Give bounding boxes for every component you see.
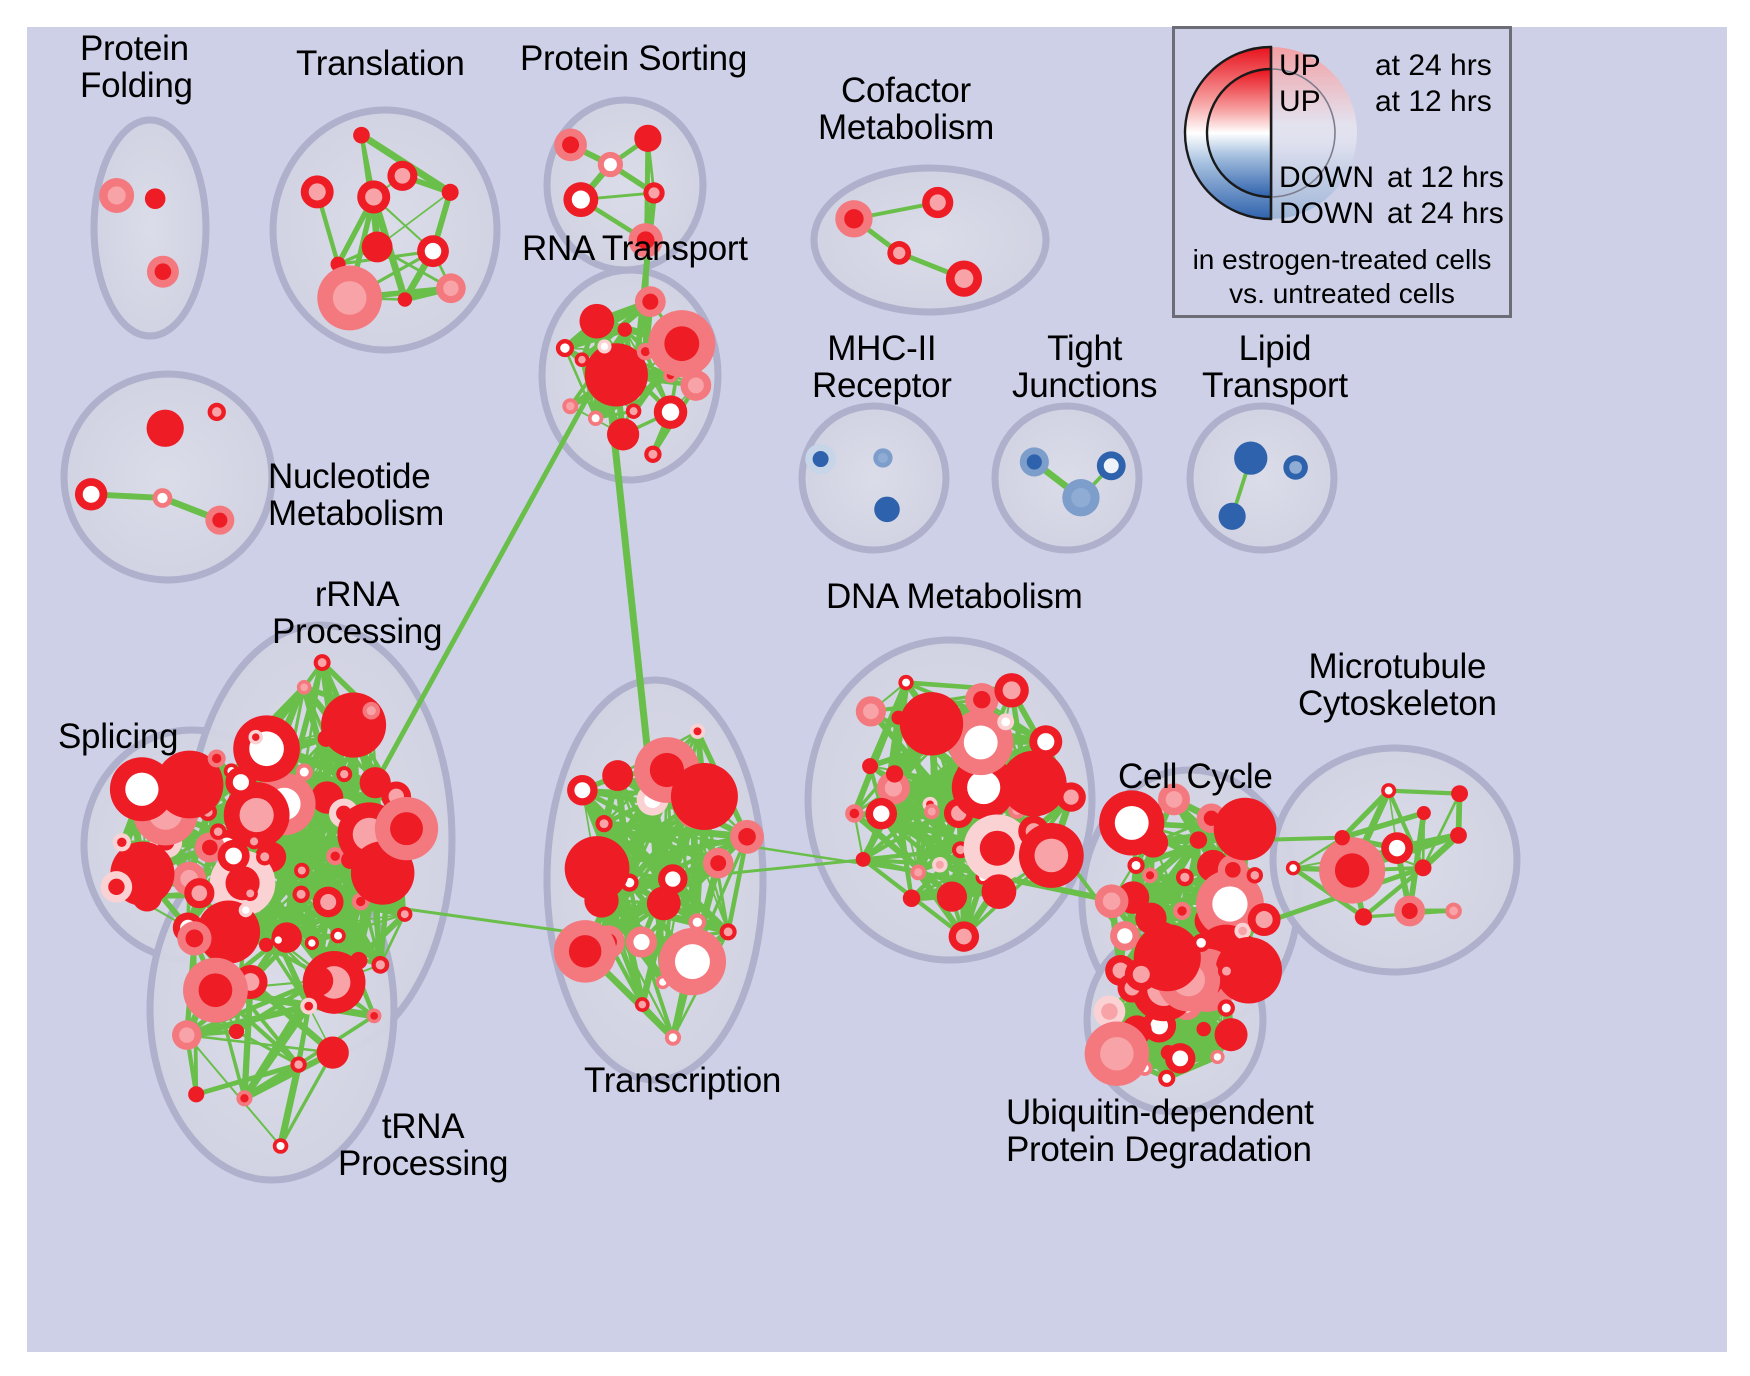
halo-nucleotide-metabolism — [60, 370, 276, 584]
label-dna-metabolism: DNA Metabolism — [826, 577, 1083, 616]
legend-time-down-12: at 12 hrs — [1387, 161, 1504, 194]
label-translation: Translation — [296, 44, 465, 83]
label-transcription: Transcription — [584, 1061, 782, 1100]
label-nucleotide-metabolism: Nucleotide Metabolism — [268, 457, 444, 534]
label-mhc-ii-receptor: MHC-II Receptor — [812, 329, 952, 406]
label-splicing: Splicing — [58, 717, 179, 756]
label-trna-processing: tRNA Processing — [338, 1107, 509, 1184]
label-microtubule-cytoskeleton: Microtubule Cytoskeleton — [1298, 647, 1497, 724]
label-ubiquitin-degradation: Ubiquitin-dependent Protein Degradation — [1006, 1093, 1314, 1170]
label-rna-transport: RNA Transport — [522, 229, 748, 268]
legend-time-up-12: at 12 hrs — [1375, 85, 1492, 118]
label-cell-cycle: Cell Cycle — [1118, 757, 1273, 796]
legend-time-down-24: at 24 hrs — [1387, 197, 1504, 230]
legend-footer-line-1: in estrogen-treated cells — [1192, 244, 1492, 275]
halo-cofactor-metabolism — [810, 164, 1050, 316]
label-cofactor-metabolism: Cofactor Metabolism — [818, 71, 994, 148]
label-lipid-transport: Lipid Transport — [1202, 329, 1348, 406]
legend-footer-line-2: vs. untreated cells — [1229, 278, 1455, 309]
label-rrna-processing: rRNA Processing — [272, 575, 443, 652]
graph-nodes — [74, 124, 1469, 1154]
legend-time-up-24: at 24 hrs — [1375, 49, 1492, 82]
halo-protein-folding — [90, 116, 210, 340]
legend-state-down-24: DOWN — [1279, 197, 1374, 230]
legend-key-diagram — [1183, 45, 1357, 221]
legend-state-up-24: UP — [1279, 49, 1321, 82]
label-tight-junctions: Tight Junctions — [1012, 329, 1158, 406]
label-protein-sorting: Protein Sorting — [520, 39, 748, 78]
legend-inner-right-half — [1270, 68, 1336, 198]
legend-panel: UP at 24 hrs UP at 12 hrs DOWN at 12 hrs… — [1172, 26, 1512, 318]
legend-inner-left-half — [1205, 67, 1273, 199]
halo-tight-junctions — [991, 402, 1143, 554]
label-protein-folding: Protein Folding — [80, 29, 193, 106]
legend-state-down-12: DOWN — [1279, 161, 1374, 194]
halo-lipid-transport — [1186, 402, 1338, 554]
network-graph — [74, 124, 1469, 1154]
legend-state-up-12: UP — [1279, 85, 1321, 118]
legend-outer-right-half — [1271, 47, 1357, 219]
halo-mhc-ii-receptor — [798, 402, 950, 554]
